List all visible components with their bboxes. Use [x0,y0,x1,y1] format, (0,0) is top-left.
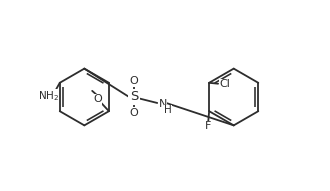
Text: N: N [158,100,167,109]
Text: Cl: Cl [219,79,230,89]
Text: NH$_2$: NH$_2$ [38,89,59,103]
Text: S: S [130,91,138,104]
Text: O: O [93,94,102,104]
Text: O: O [130,76,139,87]
Text: H: H [164,105,172,115]
Text: F: F [205,121,211,131]
Text: O: O [130,108,139,117]
